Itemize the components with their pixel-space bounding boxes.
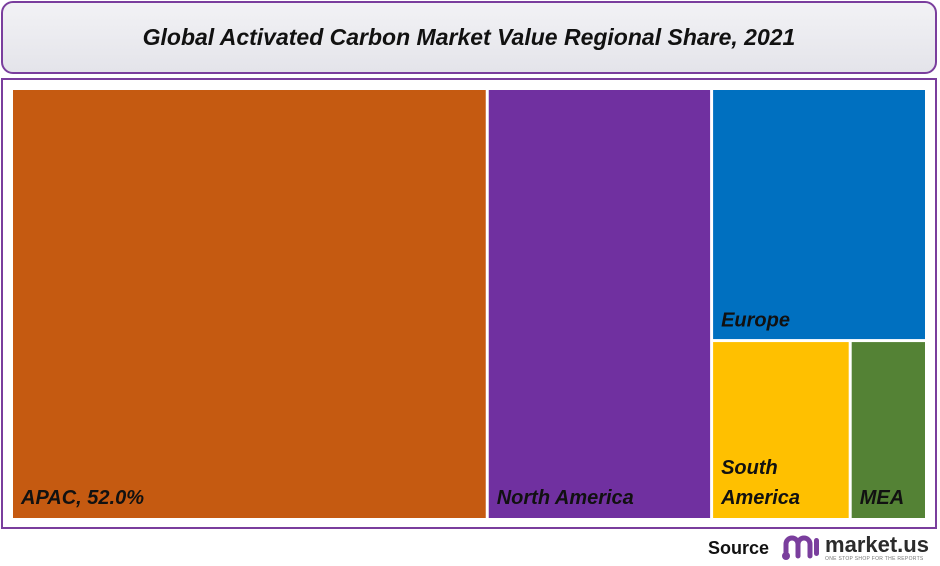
market-us-logo-icon	[782, 535, 820, 560]
logo-text: market.us	[825, 532, 929, 557]
treemap-tile-mea	[851, 342, 925, 518]
treemap-tile-apac	[13, 90, 486, 518]
treemap-tile-europe	[713, 90, 925, 340]
tile-label-mea: MEA	[860, 487, 904, 509]
logo-tagline: ONE STOP SHOP FOR THE REPORTS	[825, 556, 924, 562]
chart-title: Global Activated Carbon Market Value Reg…	[142, 24, 796, 50]
tile-label-europe: Europe	[721, 310, 790, 332]
treemap-chart: APAC, 52.0% North America Europe South Ameri…	[13, 90, 925, 518]
treemap-tile-north-america	[488, 90, 711, 518]
tile-label-north-america: North America	[497, 487, 634, 509]
tile-label-apac: APAC, 52.0%	[20, 487, 144, 509]
tile-label-south-america: South America	[720, 457, 800, 509]
chart-title-box: Global Activated Carbon Market Value Reg…	[1, 1, 937, 74]
treemap-tile-south-america	[713, 342, 849, 518]
source-label: Source	[708, 537, 770, 558]
source-attribution: Source market.us ONE STOP SHOP FOR THE R…	[708, 532, 929, 562]
